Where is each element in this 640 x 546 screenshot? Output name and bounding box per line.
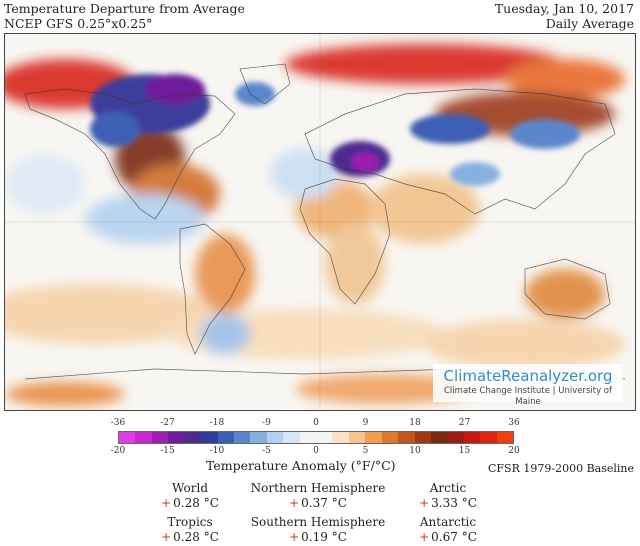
colorbar-swatch [480, 432, 497, 443]
colorbar-swatch [299, 432, 317, 443]
stat-southern-hemisphere: Southern Hemisphere +0.19 °C [248, 515, 388, 545]
fahrenheit-tick-label: 9 [362, 418, 369, 428]
anomaly-map: ClimateReanalyzer.org Climate Change Ins… [4, 33, 636, 411]
celsius-tick-label: 10 [409, 446, 421, 456]
stat-value: 3.33 °C [431, 496, 477, 510]
colorbar-swatch [201, 432, 218, 443]
map-header-left: Temperature Departure from Average NCEP … [4, 1, 245, 31]
colorbar-swatch [381, 432, 399, 443]
baseline-label: CFSR 1979-2000 Baseline [488, 462, 634, 475]
colorbar-swatch [414, 432, 432, 443]
stat-label: Northern Hemisphere [250, 481, 386, 495]
stat-sign: + [419, 530, 430, 544]
colorbar-swatch [447, 432, 464, 443]
colorbar-swatch [332, 432, 349, 443]
colorbar-swatch [233, 432, 251, 443]
stat-value: 0.19 °C [301, 530, 347, 544]
celsius-tick-label: 15 [458, 446, 471, 456]
colorbar-swatch [119, 432, 136, 443]
fahrenheit-tick-label: 27 [458, 418, 471, 428]
stat-sign: + [289, 496, 300, 510]
stat-label: Antarctic [419, 515, 477, 529]
color-legend: -36 -27 -18 -9 0 9 18 27 36 -20 -15 -10 -5 0 5 10 15 20 [111, 418, 520, 468]
model-label: NCEP GFS 0.25°x0.25° [4, 16, 153, 31]
colorbar-swatch [184, 432, 202, 443]
colorbar [118, 431, 514, 444]
stat-arctic: Arctic +3.33 °C [378, 481, 518, 511]
fahrenheit-tick-label: 18 [409, 418, 421, 428]
fahrenheit-tick-label: 36 [508, 418, 520, 428]
stat-antarctic: Antarctic +0.67 °C [378, 515, 518, 545]
stat-value: 0.28 °C [173, 530, 219, 544]
colorbar-swatch [316, 432, 333, 443]
stat-sign: + [289, 530, 300, 544]
colorbar-swatch [365, 432, 382, 443]
stat-sign: + [161, 530, 172, 544]
map-header-right: Tuesday, Jan 10, 2017 Daily Average [495, 1, 634, 31]
stat-value: 0.28 °C [173, 496, 219, 510]
legend-title: Temperature Anomaly (°F/°C) [206, 458, 396, 473]
colorbar-swatch [266, 432, 284, 443]
stat-sign: + [419, 496, 430, 510]
celsius-tick-label: 20 [508, 446, 520, 456]
stat-northern-hemisphere: Northern Hemisphere +0.37 °C [248, 481, 388, 511]
celsius-tick-label: 5 [362, 446, 369, 456]
fahrenheit-tick-label: -18 [209, 418, 225, 428]
stat-label: Tropics [167, 515, 213, 529]
colorbar-swatch [463, 432, 481, 443]
anomaly-map-graphic [5, 34, 635, 410]
logo-subtitle: Climate Change Institute | University of… [444, 386, 612, 407]
colorbar-swatch [151, 432, 169, 443]
stat-tropics: Tropics +0.28 °C [120, 515, 260, 545]
celsius-tick-label: -5 [262, 446, 271, 456]
stat-label: Southern Hemisphere [250, 515, 386, 529]
colorbar-swatch [135, 432, 152, 443]
colorbar-swatch [348, 432, 366, 443]
stat-value: 0.67 °C [431, 530, 477, 544]
celsius-ticks: -20 -15 -10 -5 0 5 10 15 20 [111, 446, 520, 458]
colorbar-swatch [431, 432, 448, 443]
stat-world: World +0.28 °C [120, 481, 260, 511]
date-label: Tuesday, Jan 10, 2017 [494, 1, 634, 16]
stat-value: 0.37 °C [301, 496, 347, 510]
fahrenheit-tick-label: -9 [262, 418, 271, 428]
stat-label: Arctic [429, 481, 467, 495]
colorbar-swatch [250, 432, 267, 443]
colorbar-swatch [217, 432, 234, 443]
stat-label: World [172, 481, 208, 495]
period-label: Daily Average [545, 16, 634, 31]
celsius-tick-label: -15 [160, 446, 175, 456]
map-title: Temperature Departure from Average [4, 1, 245, 16]
stat-sign: + [161, 496, 172, 510]
colorbar-swatch [283, 432, 300, 443]
fahrenheit-ticks: -36 -27 -18 -9 0 9 18 27 36 [111, 418, 520, 430]
colorbar-swatch [496, 432, 514, 443]
celsius-tick-label: 0 [313, 446, 319, 456]
celsius-tick-label: -20 [110, 446, 126, 456]
fahrenheit-tick-label: 0 [313, 418, 319, 428]
colorbar-swatch [168, 432, 185, 443]
logo-title: ClimateReanalyzer.org [443, 367, 613, 385]
climate-reanalyzer-logo: ClimateReanalyzer.org Climate Change Ins… [433, 364, 623, 407]
colorbar-swatch [398, 432, 415, 443]
fahrenheit-tick-label: -27 [160, 418, 175, 428]
fahrenheit-tick-label: -36 [110, 418, 126, 428]
celsius-tick-label: -10 [209, 446, 225, 456]
